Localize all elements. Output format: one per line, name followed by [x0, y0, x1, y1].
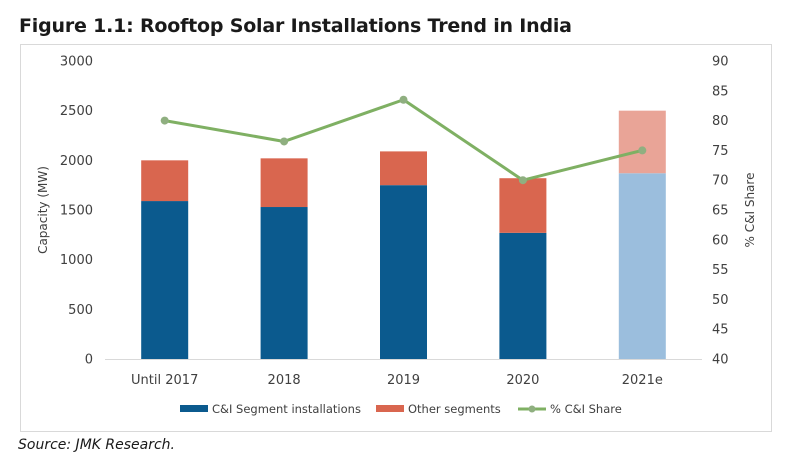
y2-tick-label: 55 — [712, 263, 729, 278]
bar-ci-segment-2 — [380, 185, 427, 359]
y-tick-label: 500 — [68, 303, 93, 318]
x-tick-label: Until 2017 — [131, 373, 198, 388]
y2-tick-label: 70 — [712, 174, 729, 189]
legend-swatch-marker — [528, 405, 536, 413]
x-tick-label: 2019 — [387, 373, 420, 388]
chart-frame — [20, 44, 772, 432]
bar-other-segments-0 — [141, 160, 189, 202]
legend-swatch — [376, 405, 404, 412]
bar-ci-segment-1 — [260, 207, 308, 359]
y2-tick-label: 85 — [712, 84, 729, 99]
line-point-ci-share-4 — [638, 146, 647, 155]
y2-tick-label: 90 — [712, 55, 729, 70]
legend-item-ci-segment: C&I Segment installations — [180, 402, 361, 416]
y2-tick-label: 60 — [712, 233, 729, 248]
y2-tick-label: 45 — [712, 323, 729, 338]
legend-item-ci-share: % C&I Share — [518, 402, 622, 416]
line-point-ci-share-0 — [160, 116, 169, 125]
y2-tick-label: 75 — [712, 144, 729, 159]
y-tick-label: 1000 — [60, 253, 93, 268]
line-series-group — [160, 95, 647, 185]
bar-other-segments-2 — [380, 151, 427, 186]
bar-ci-segment-4 — [618, 173, 666, 359]
y2-tick-label: 40 — [712, 353, 729, 368]
x-tick-label: 2020 — [506, 373, 539, 388]
y2-axis-title: % C&I Share — [743, 173, 757, 248]
y-tick-label: 0 — [85, 353, 93, 368]
y-tick-label: 1500 — [60, 204, 93, 219]
line-point-ci-share-1 — [280, 137, 289, 146]
legend-label: Other segments — [408, 402, 501, 416]
bar-other-segments-3 — [499, 178, 547, 233]
y-axis-ticks: 0 500 1000 1500 2000 2500 3000 — [60, 55, 93, 368]
bars-group — [141, 110, 666, 359]
y2-tick-label: 80 — [712, 114, 729, 129]
legend: C&I Segment installations Other segments%… — [180, 402, 622, 416]
legend-swatch — [180, 405, 208, 412]
figure-title: Figure 1.1: Rooftop Solar Installations … — [19, 15, 572, 37]
y-tick-label: 3000 — [60, 55, 93, 70]
legend-label: C&I Segment installations — [212, 402, 361, 416]
y2-tick-label: 65 — [712, 204, 729, 219]
y-tick-label: 2500 — [60, 104, 93, 119]
y-axis-title: Capacity (MW) — [36, 166, 50, 254]
legend-label: % C&I Share — [550, 402, 622, 416]
y2-axis-ticks: 40 45 50 55 60 65 70 75 80 85 90 — [712, 55, 729, 368]
bar-other-segments-4 — [618, 110, 666, 174]
bar-ci-segment-3 — [499, 232, 547, 359]
x-tick-label: 2021e — [622, 373, 663, 388]
line-point-ci-share-3 — [518, 176, 527, 185]
x-axis-ticks: Until 2017 2018 2019 2020 2021e — [131, 373, 663, 388]
x-tick-label: 2018 — [268, 373, 301, 388]
y2-tick-label: 50 — [712, 293, 729, 308]
source-note: Source: JMK Research. — [18, 437, 176, 453]
bar-other-segments-1 — [260, 158, 308, 208]
legend-item-other-segments: Other segments — [376, 402, 501, 416]
y-tick-label: 2000 — [60, 154, 93, 169]
bar-ci-segment-0 — [141, 201, 189, 359]
line-point-ci-share-2 — [399, 95, 408, 104]
